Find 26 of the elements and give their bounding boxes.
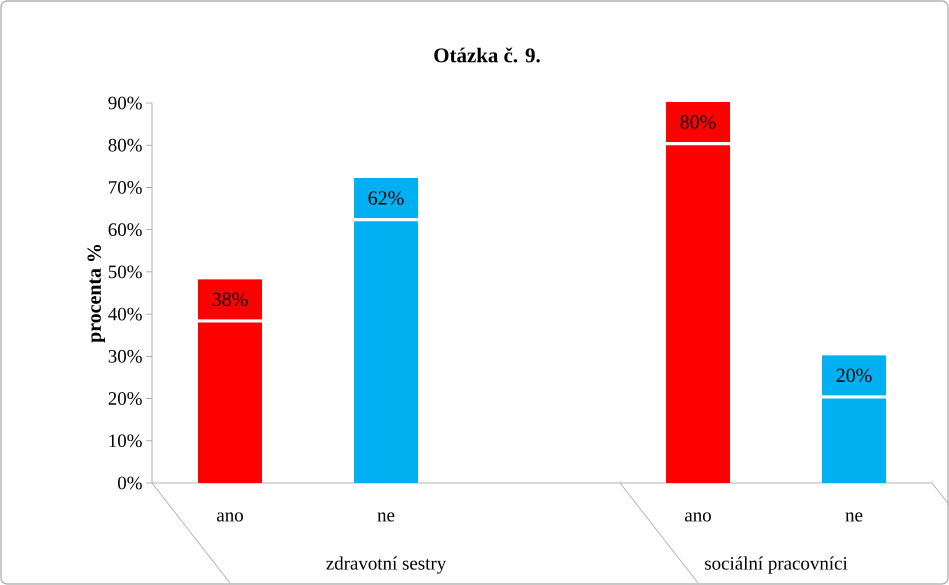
bar: [354, 221, 418, 483]
data-label: 80%: [680, 115, 716, 129]
y-tick-label: 20%: [108, 392, 142, 405]
text: zdravotní sestry: [326, 556, 446, 574]
bar: [822, 398, 886, 483]
y-tick-label: 60%: [108, 223, 142, 236]
y-tick-label: 80%: [108, 138, 142, 152]
y-axis-title: procenta %: [87, 244, 105, 343]
data-label: 20%: [836, 368, 872, 382]
y-tick-label: 40%: [108, 308, 142, 321]
text: sociální pracovníci: [705, 556, 848, 574]
data-label: 62%: [368, 191, 404, 205]
y-tick-label: 0%: [118, 476, 142, 490]
bar: [666, 145, 730, 483]
x-tick-label: ano: [217, 512, 243, 522]
y-tick-label: 90%: [108, 96, 142, 110]
data-label: 38%: [212, 292, 248, 306]
x-tick-label: ne: [846, 512, 862, 522]
y-tick-label: 50%: [108, 265, 142, 278]
bar: [198, 322, 262, 483]
x-tick-label: ano: [685, 512, 711, 522]
y-tick-label: 70%: [109, 181, 142, 194]
y-tick-label: 30%: [108, 350, 142, 363]
x-tick-label: ne: [378, 512, 394, 522]
chart-title: Otázka č. 9.: [434, 47, 540, 63]
y-tick-label: 10%: [109, 434, 142, 448]
